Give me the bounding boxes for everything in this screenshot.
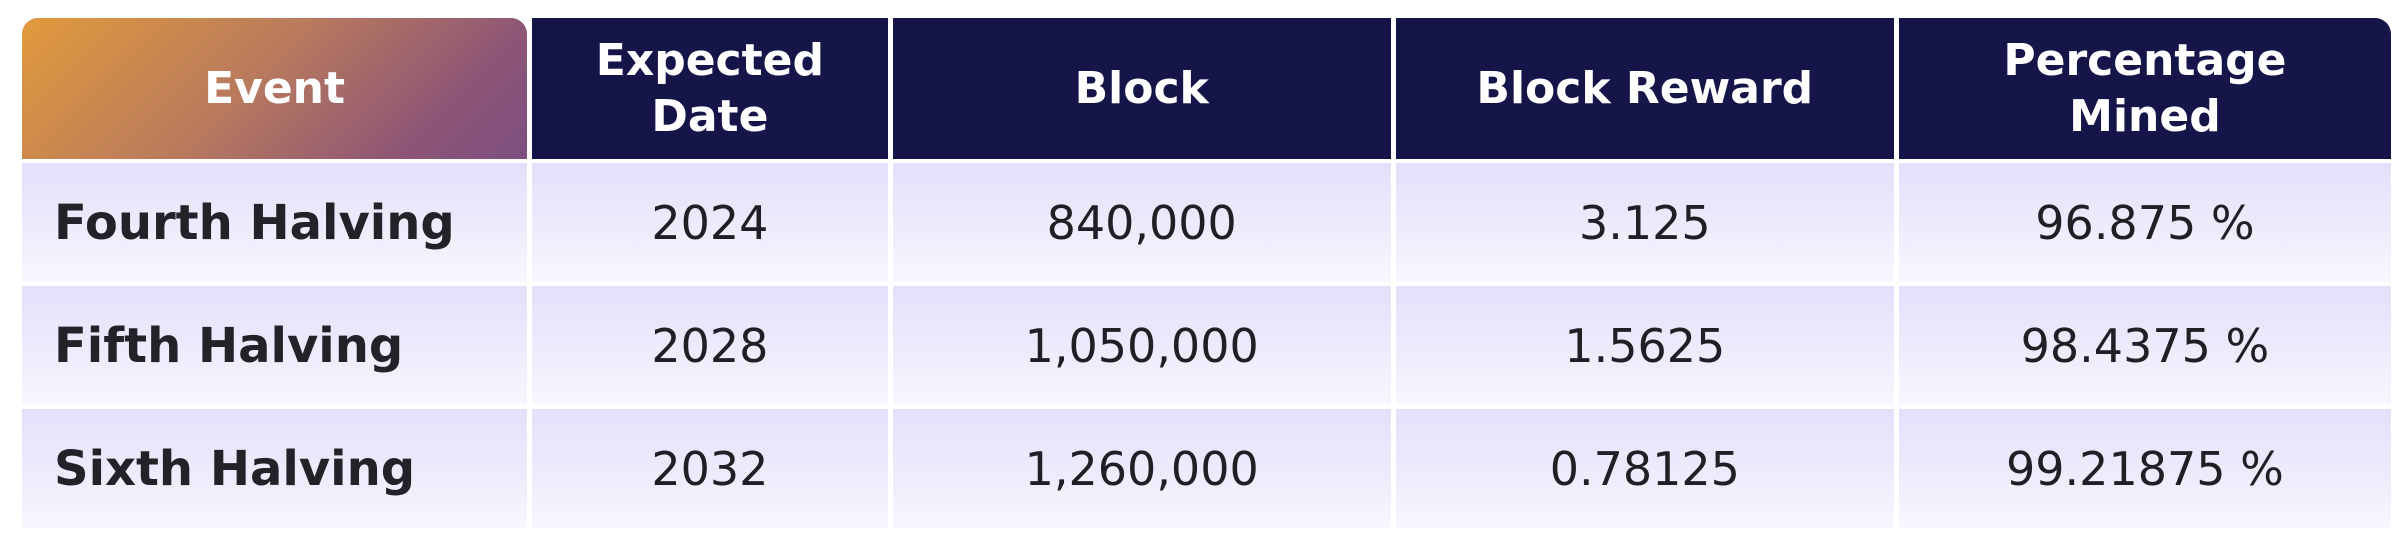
cell-expected-date: 2024: [532, 163, 888, 282]
cell-expected-date: 2032: [532, 409, 888, 528]
table-header-row: Event Expected Date Block Block Reward P…: [22, 18, 2391, 159]
header-block-label: Block: [1074, 62, 1209, 114]
table-row: Sixth Halving 2032 1,260,000 0.78125 99.…: [22, 409, 2391, 528]
table-row: Fifth Halving 2028 1,050,000 1.5625 98.4…: [22, 286, 2391, 405]
cell-block-reward: 1.5625: [1395, 286, 1894, 405]
header-block: Block: [892, 18, 1391, 159]
header-expected-date-line2: Date: [651, 90, 769, 142]
header-block-reward-label: Block Reward: [1476, 62, 1814, 114]
cell-event: Fourth Halving: [22, 163, 528, 282]
cell-block-reward: 0.78125: [1395, 409, 1894, 528]
halving-table: Event Expected Date Block Block Reward P…: [17, 14, 2396, 532]
cell-percentage-mined: 99.21875 %: [1898, 409, 2391, 528]
cell-expected-date: 2028: [532, 286, 888, 405]
header-percentage-mined-line2: Mined: [2069, 90, 2221, 142]
cell-event: Sixth Halving: [22, 409, 528, 528]
cell-block-reward: 3.125: [1395, 163, 1894, 282]
cell-block: 1,260,000: [892, 409, 1391, 528]
cell-block: 840,000: [892, 163, 1391, 282]
halving-table-container: Event Expected Date Block Block Reward P…: [22, 18, 2391, 528]
header-expected-date: Expected Date: [532, 18, 888, 159]
table-row: Fourth Halving 2024 840,000 3.125 96.875…: [22, 163, 2391, 282]
header-event: Event: [22, 18, 528, 159]
header-expected-date-line1: Expected: [595, 34, 824, 86]
cell-event: Fifth Halving: [22, 286, 528, 405]
header-percentage-mined-line1: Percentage: [2003, 34, 2287, 86]
header-event-label: Event: [204, 62, 346, 114]
cell-block: 1,050,000: [892, 286, 1391, 405]
cell-percentage-mined: 96.875 %: [1898, 163, 2391, 282]
header-block-reward: Block Reward: [1395, 18, 1894, 159]
header-percentage-mined: Percentage Mined: [1898, 18, 2391, 159]
cell-percentage-mined: 98.4375 %: [1898, 286, 2391, 405]
